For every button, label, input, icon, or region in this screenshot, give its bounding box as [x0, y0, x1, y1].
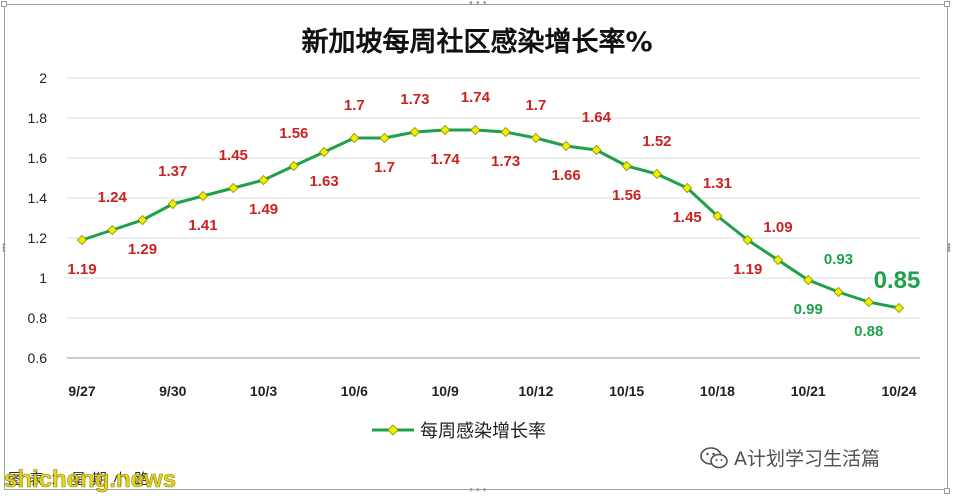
x-tick-label: 9/30: [159, 383, 186, 399]
data-label: 1.74: [461, 89, 491, 106]
x-tick-label: 10/6: [341, 383, 368, 399]
resize-handle-bottom[interactable]: •••: [468, 485, 489, 496]
data-point: [500, 126, 511, 138]
resize-handle-top-left[interactable]: [1, 1, 7, 7]
data-point: [863, 296, 874, 308]
x-tick-label: 10/9: [431, 383, 458, 399]
x-tick-label: 10/24: [881, 383, 916, 399]
site-watermark: shicheng.news: [4, 466, 177, 494]
x-tick-label: 10/18: [700, 383, 735, 399]
data-point: [682, 182, 693, 194]
axes: 2 1.8 1.6 1.4 1.2 1 0.8 0.6 9/27 9/30 10/3 10/6 10/9…: [28, 70, 917, 399]
data-label: 1.24: [98, 189, 128, 206]
data-point: [470, 124, 481, 136]
data-point: [893, 302, 905, 314]
data-label: 1.49: [249, 201, 278, 218]
data-label: 1.45: [673, 209, 702, 226]
data-label: 1.45: [219, 147, 248, 164]
data-point: [76, 234, 88, 246]
data-label: 1.7: [374, 159, 395, 176]
data-label: 1.74: [431, 151, 461, 168]
data-label: 1.56: [279, 125, 308, 142]
resize-handle-top[interactable]: •••: [468, 0, 489, 9]
data-point: [167, 198, 178, 210]
data-point: [742, 234, 753, 246]
data-point: [107, 224, 118, 236]
data-label: 1.73: [491, 153, 520, 170]
data-label: 1.73: [400, 91, 429, 108]
chart-credit: 图表：星期小路: [8, 470, 156, 488]
x-tick-label: 9/27: [68, 383, 95, 399]
data-point: [772, 254, 784, 266]
data-label: 1.56: [612, 187, 641, 204]
resize-handle-left[interactable]: • • •: [1, 240, 8, 257]
data-label: 1.37: [158, 163, 187, 180]
data-point: [137, 214, 148, 226]
data-point: [561, 140, 572, 152]
legend-marker: [387, 424, 399, 436]
data-label: 1.31: [703, 175, 732, 192]
data-point: [440, 124, 451, 136]
data-label: 1.19: [67, 261, 96, 278]
data-point: [591, 144, 602, 156]
x-tick-label: 10/3: [250, 383, 277, 399]
data-label: 0.99: [794, 301, 823, 318]
series-line: [81, 128, 900, 310]
data-label: 1.7: [344, 97, 365, 114]
chart-title: 新加坡每周社区感染增长率%: [301, 27, 653, 58]
data-label: 0.85: [874, 267, 921, 294]
y-tick-label: 2: [39, 70, 47, 86]
y-tick-label: 1.4: [28, 190, 48, 206]
legend: 每周感染增长率: [372, 421, 546, 442]
data-point: [530, 132, 541, 144]
data-label: 1.29: [128, 241, 157, 258]
data-point: [621, 160, 632, 172]
data-label: 1.41: [188, 217, 217, 234]
y-tick-label: 1.6: [28, 150, 48, 166]
series-layer: [76, 124, 905, 314]
watermark: A计划学习生活篇: [700, 444, 880, 471]
y-tick-label: 0.8: [28, 310, 48, 326]
y-tick-label: 0.6: [28, 350, 48, 366]
wechat-icon: [700, 446, 728, 468]
y-tick-label: 1.2: [28, 230, 48, 246]
legend-label: 每周感染增长率: [420, 421, 546, 442]
data-point: [651, 168, 662, 180]
data-point: [833, 286, 844, 298]
data-label: 1.19: [733, 261, 762, 278]
y-tick-label: 1: [39, 270, 47, 286]
resize-handle-top-right[interactable]: [944, 1, 950, 7]
data-label: 1.7: [525, 97, 546, 114]
data-point: [803, 274, 814, 286]
chart-frame: [4, 4, 948, 490]
data-labels: 1.19 1.24 1.29 1.37 1.41 1.45 1.49 1.56 1.63 1.7 1…: [67, 89, 920, 340]
data-label: 1.63: [309, 173, 338, 190]
data-point: [228, 182, 239, 194]
data-point: [712, 210, 723, 222]
data-label: 0.93: [824, 251, 853, 268]
x-tick-label: 10/21: [791, 383, 826, 399]
resize-handle-right[interactable]: • • •: [946, 240, 953, 257]
watermark-text: A计划学习生活篇: [734, 448, 880, 470]
data-point: [258, 174, 269, 186]
x-tick-label: 10/12: [518, 383, 553, 399]
gridlines: [67, 77, 920, 359]
resize-handle-bottom-right[interactable]: [944, 488, 950, 494]
data-point: [349, 132, 360, 144]
data-label: 1.52: [642, 133, 671, 150]
data-label: 1.64: [582, 109, 612, 126]
data-point: [197, 190, 209, 202]
data-label: 0.88: [854, 323, 883, 340]
data-point: [409, 126, 420, 138]
data-label: 1.09: [763, 219, 792, 236]
y-tick-label: 1.8: [28, 110, 48, 126]
data-label: 1.66: [552, 167, 581, 184]
x-tick-label: 10/15: [609, 383, 644, 399]
data-point: [288, 160, 299, 172]
data-point: [319, 146, 330, 158]
data-point: [379, 132, 390, 144]
